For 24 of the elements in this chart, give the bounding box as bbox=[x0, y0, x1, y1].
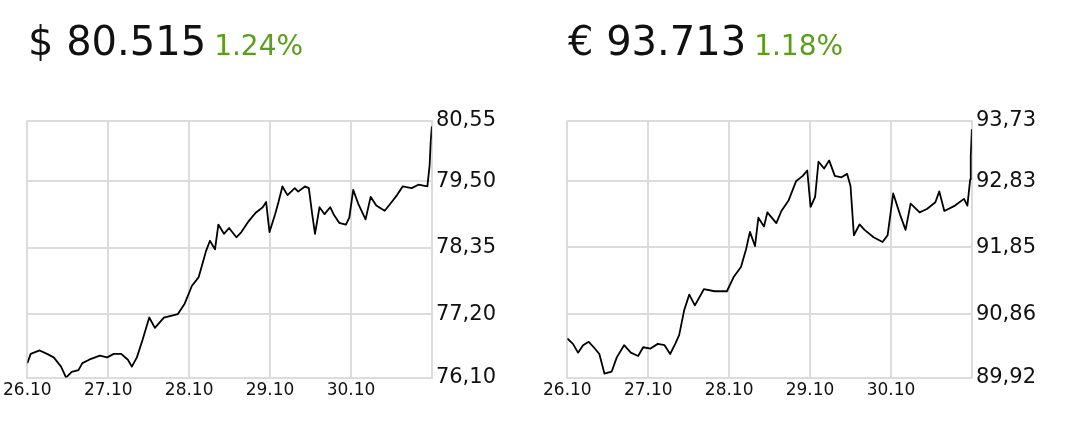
chart-title: $ 80.515 bbox=[28, 18, 207, 64]
y-tick-label: 80,55 bbox=[435, 107, 497, 132]
chart-subtitle: 1.24% bbox=[214, 29, 304, 62]
x-tick-label: 29.10 bbox=[245, 379, 295, 400]
y-tick-label: 93,73 bbox=[975, 107, 1037, 132]
x-tick-label: 30.10 bbox=[326, 379, 376, 400]
y-tick-label: 79,50 bbox=[435, 167, 497, 192]
y-tick-label: 78,35 bbox=[435, 234, 497, 259]
y-tick-label: 91,85 bbox=[975, 233, 1037, 258]
y-tick-label: 76,10 bbox=[435, 364, 497, 389]
x-tick-label: 27.10 bbox=[83, 379, 133, 400]
y-tick-label: 92,83 bbox=[975, 167, 1037, 192]
x-tick-label: 27.10 bbox=[623, 379, 673, 400]
x-tick-label: 29.10 bbox=[785, 379, 835, 400]
x-tick-label: 28.10 bbox=[704, 379, 754, 400]
y-tick-label: 77,20 bbox=[435, 300, 497, 325]
x-tick-label: 26.10 bbox=[3, 379, 52, 400]
chart-title: € 93.713 bbox=[568, 18, 747, 64]
chart-subtitle: 1.18% bbox=[754, 29, 844, 62]
x-tick-label: 26.10 bbox=[543, 379, 592, 400]
x-tick-label: 30.10 bbox=[866, 379, 916, 400]
y-tick-label: 90,86 bbox=[975, 300, 1037, 325]
y-tick-label: 89,92 bbox=[975, 364, 1037, 389]
x-tick-label: 28.10 bbox=[164, 379, 214, 400]
